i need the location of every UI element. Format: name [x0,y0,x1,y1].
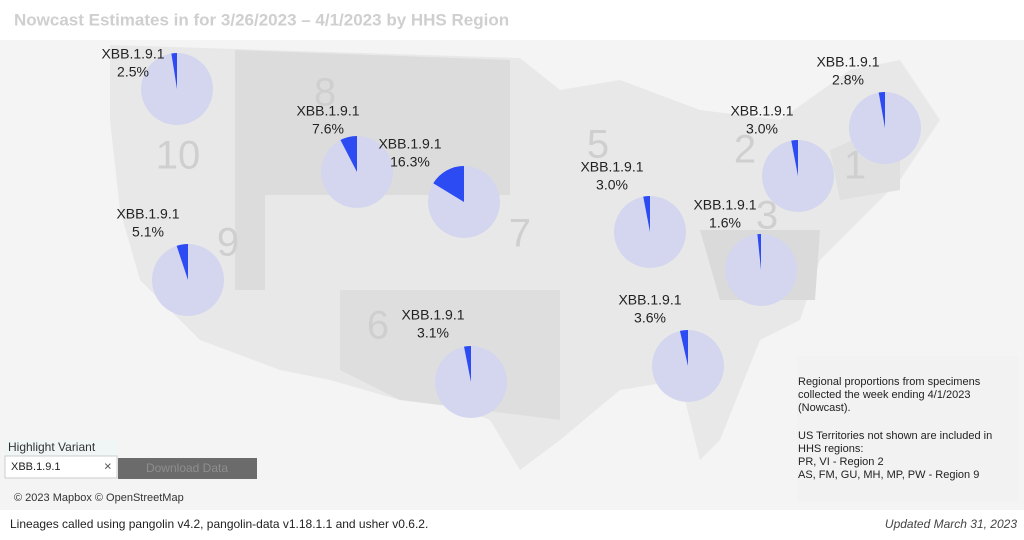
region-number: 8 [314,71,336,115]
percent-label: 5.1% [132,224,164,240]
region-number: 10 [156,134,201,178]
pie-slice [171,53,177,89]
info-line: PR, VI - Region 2 [798,456,884,468]
info-line: US Territories not shown are included in [798,430,992,442]
info-line: collected the week ending 4/1/2023 [798,389,970,401]
region-number: 5 [587,123,609,167]
pie-slice [791,140,798,176]
pie-slice [757,234,761,270]
region-number: 7 [509,212,531,256]
percent-label: 1.6% [709,215,741,231]
variant-label: XBB.1.9.1 [101,46,164,62]
region-number: 1 [844,144,866,188]
info-box [797,356,1018,502]
footer-left: Lineages called using pangolin v4.2, pan… [10,517,428,531]
pie-slice [679,330,688,366]
clear-icon[interactable]: × [104,458,112,473]
variant-label: XBB.1.9.1 [116,206,179,222]
percent-label: 3.6% [634,310,666,326]
attribution: © 2023 Mapbox © OpenStreetMap [14,492,184,504]
download-button[interactable] [118,458,257,479]
info-line: Regional proportions from specimens [798,376,981,388]
pie-slice [176,244,188,280]
percent-label: 2.5% [117,64,149,80]
region-number: 3 [756,194,778,238]
variant-label: XBB.1.9.1 [693,197,756,213]
download-button-text: Download Data [146,461,228,475]
variant-label: XBB.1.9.1 [401,307,464,323]
highlight-label: Highlight Variant [8,440,96,454]
variant-label: XBB.1.9.1 [730,103,793,119]
pie-slice [464,346,471,382]
variant-label: XBB.1.9.1 [816,54,879,70]
info-line: (Nowcast). [798,402,851,414]
percent-label: 7.6% [312,121,344,137]
percent-label: 16.3% [390,154,430,170]
region-number: 6 [367,304,389,348]
pie-slice [433,166,464,202]
pie-slice [878,92,885,128]
info-line: HHS regions: [798,443,863,455]
percent-label: 3.0% [596,177,628,193]
percent-label: 3.1% [417,325,449,341]
percent-label: 3.0% [746,121,778,137]
variant-label: XBB.1.9.1 [580,159,643,175]
variant-label: XBB.1.9.1 [618,292,681,308]
variant-label: XBB.1.9.1 [378,136,441,152]
variant-label: XBB.1.9.1 [296,103,359,119]
percent-label: 2.8% [832,72,864,88]
info-line: AS, FM, GU, MH, MP, PW - Region 9 [798,469,979,481]
region-number: 9 [217,221,239,265]
title: Nowcast Estimates in for 3/26/2023 – 4/1… [14,10,509,29]
highlight-label-bg [5,440,117,456]
footer-right: Updated March 31, 2023 [885,517,1017,531]
pie-slice [340,136,357,172]
variant-input[interactable] [4,455,118,479]
region-number: 2 [734,128,756,172]
pie-slice [643,196,650,232]
variant-input-text: XBB.1.9.1 [11,461,61,473]
